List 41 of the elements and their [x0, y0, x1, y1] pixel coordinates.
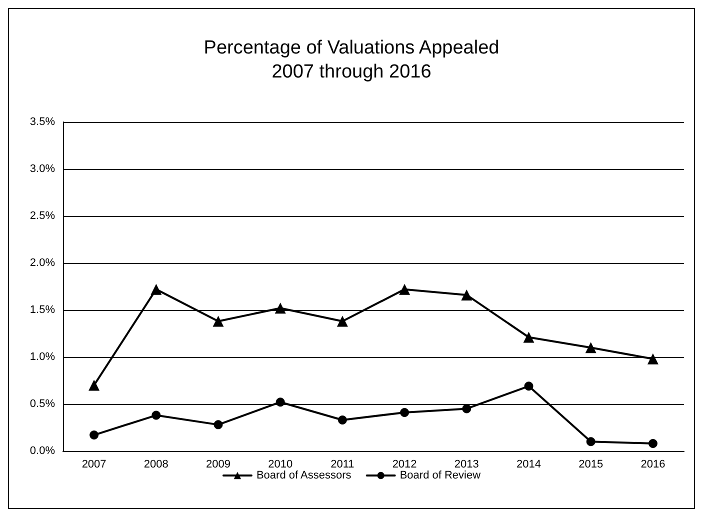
x-tick-label: 2008	[144, 458, 168, 470]
y-tick-label: 3.5%	[30, 116, 56, 128]
point	[274, 302, 286, 314]
point	[214, 420, 223, 430]
point	[524, 382, 534, 391]
x-tick-label: 2010	[268, 458, 293, 470]
x-tick-label: 2011	[330, 458, 354, 470]
point	[647, 353, 658, 364]
point	[586, 437, 596, 446]
point	[400, 408, 410, 417]
y-tick-label: 0.0%	[30, 445, 56, 457]
y-tick-label: 2.5%	[30, 210, 56, 222]
legend-label: Board of Assessors	[256, 470, 352, 482]
point	[585, 342, 596, 354]
point	[399, 284, 410, 295]
point	[648, 438, 658, 448]
point	[462, 404, 472, 414]
y-tick-label: 3.0%	[30, 163, 56, 175]
point	[212, 316, 224, 327]
y-tick-label: 1.0%	[30, 351, 56, 363]
point	[336, 316, 348, 327]
point	[276, 398, 285, 407]
x-tick-label: 2014	[516, 458, 541, 470]
point	[150, 284, 162, 295]
y-tick-label: 1.5%	[30, 304, 56, 316]
legend-label: Board of Review	[400, 470, 481, 482]
x-tick-label: 2013	[454, 458, 479, 470]
y-tick-label: 0.5%	[30, 398, 56, 410]
point	[88, 380, 100, 391]
point	[523, 332, 534, 343]
point	[461, 289, 472, 300]
x-tick-label: 2016	[640, 458, 666, 470]
y-tick-label: 2.0%	[30, 257, 56, 269]
x-tick-label: 2012	[392, 458, 417, 470]
chart-title: Percentage of Valuations Appealed 2007 through 2016	[204, 38, 500, 82]
x-tick-label: 2015	[578, 458, 604, 470]
point	[90, 430, 99, 440]
point	[152, 410, 161, 420]
point	[338, 415, 347, 424]
x-tick-label: 2007	[82, 458, 106, 470]
x-tick-label: 2009	[206, 458, 230, 470]
